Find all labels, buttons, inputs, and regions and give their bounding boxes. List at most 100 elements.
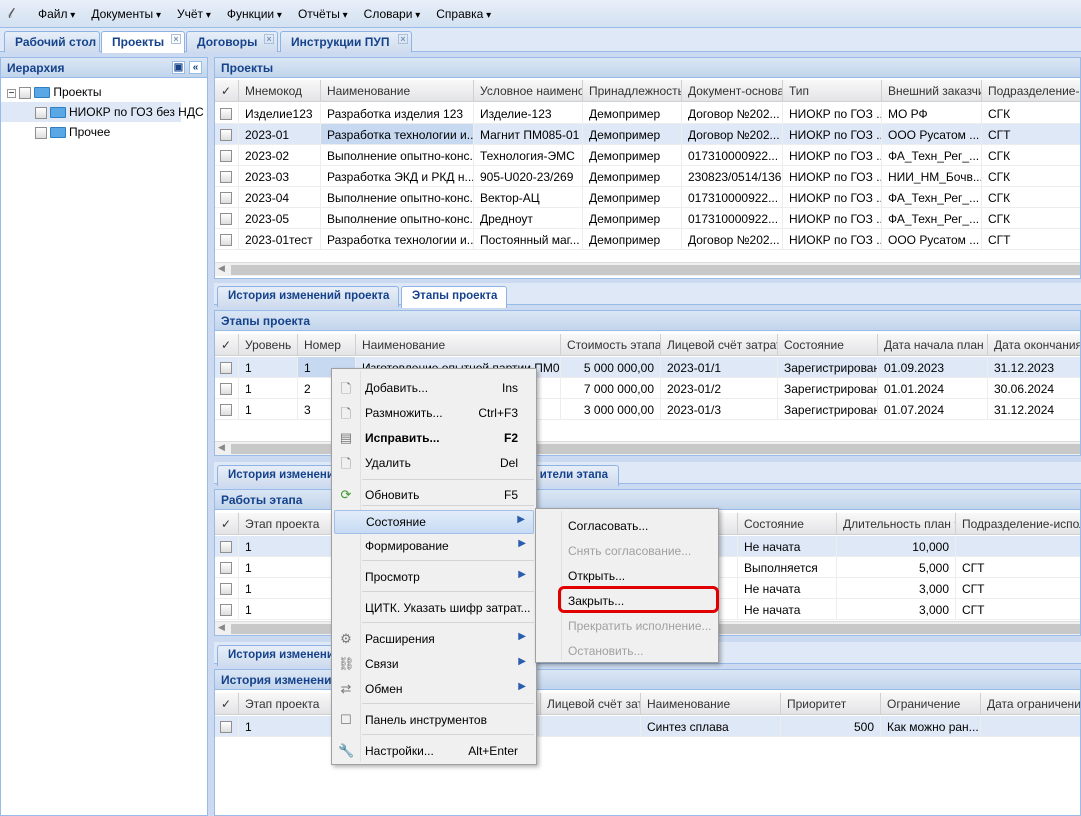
row-checkbox-cell[interactable] [215,378,239,398]
column-header[interactable]: Дата окончания п [988,334,1080,355]
row-checkbox[interactable] [220,382,232,395]
checkbox[interactable] [35,106,47,119]
column-header[interactable]: Условное наименова [474,80,583,101]
column-header[interactable]: Наименование [641,693,781,714]
select-all-checkbox[interactable]: ✓ [215,80,239,101]
tab-instructions[interactable]: Инструкции ПУП × [280,31,412,52]
row-checkbox[interactable] [220,149,232,162]
column-header[interactable]: Уровень [239,334,298,355]
row-checkbox[interactable] [220,540,232,553]
column-header[interactable]: Приоритет [781,693,881,714]
column-header[interactable]: Лицевой счёт затр [541,693,641,714]
row-checkbox-cell[interactable] [215,536,239,556]
tab-projects[interactable]: Проекты × [101,31,185,53]
collapse-toggle-icon[interactable]: − [7,88,16,99]
close-icon[interactable]: × [398,34,408,44]
row-checkbox-cell[interactable] [215,578,239,598]
row-checkbox[interactable] [220,128,232,141]
column-header[interactable]: Принадлежность [583,80,682,101]
row-checkbox-cell[interactable] [215,357,239,377]
tree-node-other[interactable]: Прочее [35,122,110,142]
menu-functions[interactable]: Функции [227,7,282,21]
column-header[interactable]: Подразделение-исполни [956,513,1080,534]
row-checkbox[interactable] [220,403,232,416]
column-header[interactable]: Мнемокод [239,80,321,101]
submenu-item[interactable]: Закрыть... [538,590,716,614]
context-menu-item[interactable]: 🗋 Добавить... Ins [334,377,534,401]
column-header[interactable]: Состояние [778,334,878,355]
row-checkbox[interactable] [220,107,232,120]
table-row[interactable]: 2023-03 Разработка ЭКД и РКД н... 905-U020… [215,166,1080,187]
tab-contracts[interactable]: Договоры × [186,31,278,52]
checkbox[interactable] [35,126,47,139]
submenu-item[interactable]: Открыть... [538,565,716,589]
column-header[interactable]: Тип [783,80,882,101]
row-checkbox-cell[interactable] [215,166,239,186]
context-menu-item[interactable]: ЦИТК. Указать шифр затрат... [334,597,534,621]
column-header[interactable]: Состояние [738,513,837,534]
row-checkbox[interactable] [220,561,232,574]
tab-desktop[interactable]: Рабочий стол [4,31,100,52]
column-header[interactable]: Лицевой счёт затрат. [661,334,778,355]
context-menu-item[interactable]: Просмотр ▶ [334,566,534,590]
horizontal-scrollbar[interactable]: ◀ [215,262,1080,276]
row-checkbox[interactable] [220,170,232,183]
tree-node-niokr[interactable]: НИОКР по ГОЗ без НДС [1,102,204,122]
select-all-checkbox[interactable]: ✓ [215,334,239,355]
context-menu-item[interactable]: ⚙ Расширения ▶ [334,628,534,652]
row-checkbox-cell[interactable] [215,557,239,577]
context-menu-item[interactable]: ⟳ Обновить F5 [334,484,534,508]
row-checkbox-cell[interactable] [215,599,239,619]
column-header[interactable]: Наименование [356,334,561,355]
column-header[interactable]: Ограничение [881,693,981,714]
column-header[interactable]: Этап проекта [239,693,541,714]
column-header[interactable]: Стоимость этапа [561,334,661,355]
row-checkbox-cell[interactable] [215,187,239,207]
row-checkbox-cell[interactable] [215,716,239,736]
row-checkbox[interactable] [220,212,232,225]
menu-documents[interactable]: Документы [91,7,161,21]
row-checkbox[interactable] [220,191,232,204]
row-checkbox[interactable] [220,233,232,246]
menu-reports[interactable]: Отчёты [298,7,348,21]
context-menu-item[interactable]: 🗋 Удалить Del [334,452,534,476]
row-checkbox-cell[interactable] [215,124,239,144]
tab-project-history[interactable]: История изменений проекта [217,286,399,307]
column-header[interactable]: Дата начала план [878,334,988,355]
row-checkbox[interactable] [220,361,232,374]
menu-help[interactable]: Справка [436,7,491,21]
tab-project-stages[interactable]: Этапы проекта [401,286,507,308]
collapse-icon[interactable]: « [189,61,202,74]
table-row[interactable]: 2023-01тест Разработка технологии и... Пос… [215,229,1080,250]
context-menu-item[interactable]: 🔧 Настройки... Alt+Enter [334,740,534,764]
table-row[interactable]: Изделие123 Разработка изделия 123 Изделие-… [215,103,1080,124]
select-all-checkbox[interactable]: ✓ [215,513,239,534]
table-row[interactable]: 2023-01 Разработка технологии и... Магнит … [215,124,1080,145]
checkbox[interactable] [19,86,32,99]
submenu-item[interactable]: Согласовать... [538,515,716,539]
tree-node-root[interactable]: − Проекты [7,82,102,102]
column-header[interactable]: Дата ограничения [981,693,1080,714]
context-menu-item[interactable]: Состояние ▶ [334,510,534,534]
select-all-checkbox[interactable]: ✓ [215,693,239,714]
close-icon[interactable]: × [264,34,274,44]
close-icon[interactable]: × [171,34,181,44]
menu-file[interactable]: Файл [38,7,75,21]
context-menu-item[interactable]: ⇄ Обмен ▶ [334,678,534,702]
context-menu-item[interactable]: 🗋 Размножить... Ctrl+F3 [334,402,534,426]
row-checkbox-cell[interactable] [215,145,239,165]
context-menu-item[interactable]: ▤ Исправить... F2 [334,427,534,451]
context-menu-item[interactable]: ☐ Панель инструментов [334,709,534,733]
context-menu-item[interactable]: ⛓ Связи ▶ [334,653,534,677]
menu-accounting[interactable]: Учёт [177,7,211,21]
table-row[interactable]: 2023-02 Выполнение опытно-конс... Технолог… [215,145,1080,166]
column-header[interactable]: Длительность план ▾ [837,513,956,534]
row-checkbox[interactable] [220,720,232,733]
column-header[interactable]: Документ-основан [682,80,783,101]
row-checkbox-cell[interactable] [215,229,239,249]
row-checkbox[interactable] [220,582,232,595]
column-header[interactable]: Подразделение-от [982,80,1080,101]
table-row[interactable]: 2023-05 Выполнение опытно-конс... Дредноут… [215,208,1080,229]
